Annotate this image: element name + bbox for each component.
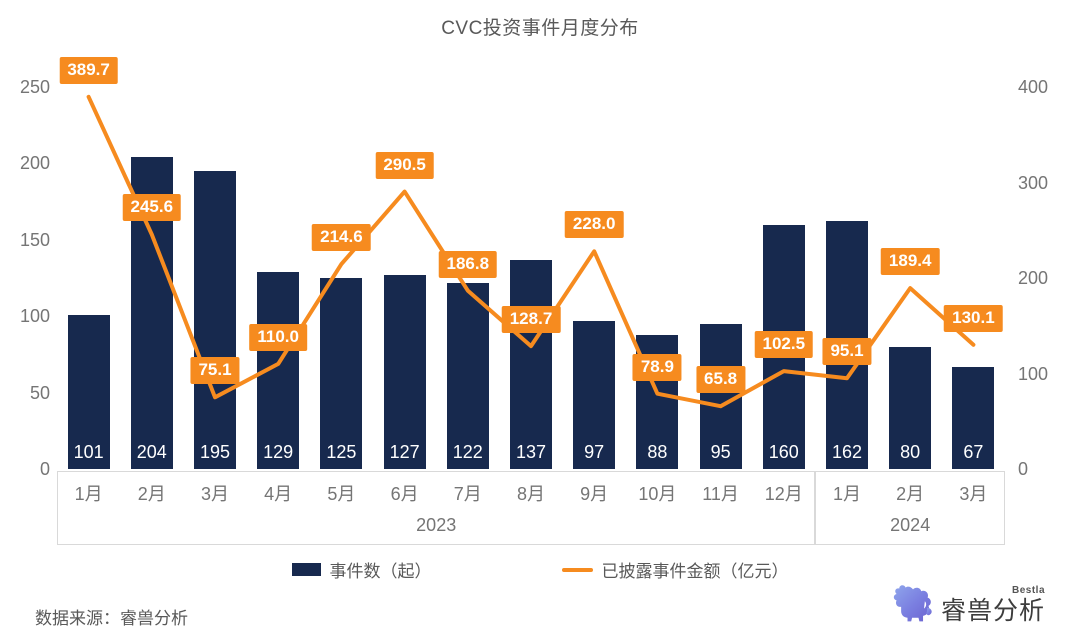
line-value-label: 75.1 <box>190 357 240 385</box>
month-label: 12月 <box>764 484 803 504</box>
bar-value-label: 137 <box>515 441 547 462</box>
bar-value-label: 101 <box>73 441 104 462</box>
bar-value-label: 88 <box>647 441 668 462</box>
brand-logo: Bestla 睿兽分析 <box>891 583 1045 625</box>
bar: 101 <box>67 314 110 469</box>
month-label: 10月 <box>638 484 677 504</box>
line-value-label: 130.1 <box>944 304 1003 332</box>
year-label: 2024 <box>890 515 931 535</box>
data-source-note: 数据来源：睿兽分析 <box>35 609 188 628</box>
line-value-label: 214.6 <box>312 224 371 252</box>
bar: 122 <box>446 282 489 469</box>
bar: 195 <box>194 171 236 469</box>
bar-value-label: 80 <box>900 441 921 462</box>
line-value-label: 95.1 <box>822 338 872 366</box>
month-label: 6月 <box>390 484 419 504</box>
logo-name: 睿兽分析 <box>940 597 1045 625</box>
month-label: 7月 <box>453 484 482 504</box>
line-value-label: 189.4 <box>880 248 940 276</box>
bar-value-label: 162 <box>831 441 863 462</box>
line-value-label: 110.0 <box>249 323 307 351</box>
year-group-box: 2024 <box>815 471 1005 545</box>
bar: 137 <box>510 259 552 469</box>
bar: 80 <box>889 346 932 469</box>
month-label: 3月 <box>959 484 988 504</box>
bar: 95 <box>699 323 742 469</box>
bar-value-label: 127 <box>389 441 420 462</box>
left-axis-tick: 0 <box>39 459 50 479</box>
bar-value-label: 160 <box>768 441 799 462</box>
bar-value-label: 129 <box>263 441 294 462</box>
line-value-label: 389.7 <box>59 56 118 84</box>
right-axis-tick: 100 <box>1018 363 1049 384</box>
month-label: 2月 <box>896 484 925 504</box>
right-axis-tick: 400 <box>1018 77 1049 97</box>
legend: 事件数（起） 已披露事件金额（亿元） <box>0 557 1080 582</box>
right-axis-tick: 200 <box>1018 268 1049 288</box>
bar-value-label: 204 <box>136 441 167 462</box>
month-label: 8月 <box>516 484 545 504</box>
month-label: 4月 <box>264 484 293 504</box>
line-value-label: 102.5 <box>754 331 814 359</box>
month-label: 2月 <box>137 484 166 504</box>
line-value-label: 128.7 <box>501 306 561 334</box>
logo-subtitle: Bestla <box>1011 585 1045 596</box>
left-axis-tick: 150 <box>19 229 50 250</box>
line-value-label: 186.8 <box>438 250 498 278</box>
month-label: 5月 <box>327 484 356 504</box>
month-label: 9月 <box>580 484 609 504</box>
beast-icon <box>893 585 932 622</box>
year-group-box: 2023 <box>57 471 816 545</box>
bar-value-label: 122 <box>452 441 483 462</box>
line-value-label: 65.8 <box>696 366 746 394</box>
bar-value-label: 97 <box>584 441 605 462</box>
month-label: 1月 <box>74 484 103 504</box>
right-axis-tick: 300 <box>1018 172 1049 193</box>
left-axis-tick: 250 <box>19 77 50 97</box>
line-value-label: 228.0 <box>564 211 624 239</box>
month-label: 11月 <box>702 484 739 504</box>
left-axis-tick: 200 <box>19 153 50 174</box>
bar-value-label: 95 <box>710 441 731 462</box>
bar-value-label: 195 <box>199 441 231 462</box>
legend-item-amount[interactable]: 已披露事件金额（亿元） <box>561 557 789 582</box>
legend-label-amount: 已披露事件金额（亿元） <box>601 562 789 581</box>
bar-value-label: 67 <box>963 441 984 462</box>
line-value-label: 290.5 <box>375 151 434 179</box>
left-axis-tick: 100 <box>19 306 50 327</box>
bar: 129 <box>257 271 300 469</box>
bar: 97 <box>573 320 616 469</box>
line-value-label: 245.6 <box>122 194 182 222</box>
bar-value-label: 125 <box>326 442 357 462</box>
legend-item-events[interactable]: 事件数（起） <box>291 557 432 582</box>
chart-title: CVC投资事件月度分布 <box>441 18 639 39</box>
bar: 125 <box>320 278 363 469</box>
year-label: 2023 <box>416 515 457 535</box>
left-axis-tick: 50 <box>29 382 50 403</box>
bar-series-swatch <box>291 563 321 576</box>
bar: 127 <box>383 274 426 469</box>
line-series-swatch <box>561 567 593 572</box>
right-axis-tick: 0 <box>1018 459 1029 479</box>
bar: 67 <box>952 366 995 469</box>
month-label: 1月 <box>832 484 861 504</box>
month-label: 3月 <box>200 484 229 504</box>
logo-text-wrap: Bestla 睿兽分析 <box>941 585 1045 625</box>
line-value-label: 78.9 <box>632 353 682 381</box>
legend-label-events: 事件数（起） <box>329 562 432 581</box>
